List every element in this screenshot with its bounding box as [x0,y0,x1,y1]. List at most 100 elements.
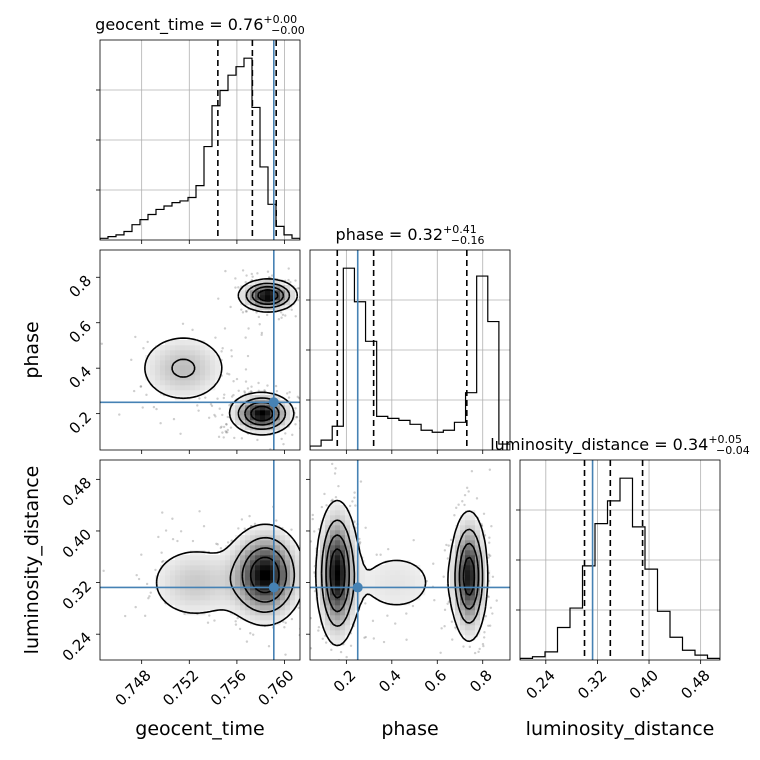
density-cell [255,545,261,551]
density-cell [460,565,466,571]
density-cell [330,510,336,516]
sample-point [267,645,271,648]
sample-point [353,491,356,494]
density-cell [265,300,271,306]
density-cell [335,500,341,506]
density-cell [245,610,251,616]
density-cell [370,580,376,586]
density-cell [200,560,206,566]
sample-point [490,525,493,528]
density-cell [190,345,196,351]
sample-point [237,527,240,530]
density-cell [245,410,251,416]
density-cell [170,360,176,366]
sample-point [215,542,218,545]
sample-point [260,333,263,337]
density-cell [275,560,281,566]
sample-point [221,347,224,350]
sample-point [226,428,230,432]
sample-point [482,512,486,515]
density-cell [210,570,216,576]
density-cell [195,375,201,381]
density-cell [175,605,181,611]
density-cell [260,540,266,546]
density-cell [195,580,201,586]
scatter-panel-geocent_time-phase [92,249,302,454]
density-cell [220,600,226,606]
density-cell [185,375,191,381]
density-cell [165,355,171,361]
density-cell [280,535,286,541]
density-cell [465,570,471,576]
density-cell [210,575,216,581]
sample-point [233,436,236,440]
density-cell [175,360,181,366]
sample-point [135,573,138,577]
density-cell [325,565,331,571]
density-cell [330,575,336,581]
density-cell [215,360,221,366]
density-cell [340,625,346,631]
density-cell [335,550,341,556]
density-cell [265,410,271,416]
sample-point [244,336,247,339]
sample-point [454,626,457,629]
density-cell [185,560,191,566]
x-tick-label-phase: 0.4 [375,666,405,696]
density-cell [280,615,286,621]
density-cell [470,630,476,636]
density-cell [225,570,231,576]
density-cell [340,510,346,516]
density-cell [225,555,231,561]
density-cell [285,410,291,416]
density-cell [200,570,206,576]
density-cell [345,570,351,576]
density-cell [380,595,386,601]
density-cell [345,605,351,611]
density-cell [360,595,366,601]
density-cell [350,530,356,536]
density-cell [290,540,296,546]
density-cell [480,555,486,561]
density-cell [155,580,161,586]
density-cell [180,595,186,601]
density-cell [170,350,176,356]
density-cell [235,570,241,576]
density-cell [460,580,466,586]
density-cell [265,615,271,621]
density-cell [360,570,366,576]
sample-point [488,468,492,471]
sample-point [218,407,221,410]
density-cell [320,570,326,576]
y-tick-label-phase: 0.8 [65,272,95,302]
sample-point [313,530,316,533]
density-cell [470,625,476,631]
sample-point [280,316,283,319]
density-cell [475,525,481,531]
sample-point [275,389,279,393]
density-cell [255,610,261,616]
density-cell [155,350,161,356]
density-cell [185,580,191,586]
density-cell [280,570,286,576]
hist-step [310,267,510,450]
density-cell [180,345,186,351]
density-cell [335,510,341,516]
density-cell [285,580,291,586]
density-cell [340,550,346,556]
density-cell [215,595,221,601]
sample-point [300,408,302,410]
density-cell [275,555,281,561]
sample-point [294,279,297,282]
sample-point [323,492,326,496]
density-cell [205,605,211,611]
sample-point [92,394,94,396]
density-cell [260,530,266,536]
sample-point [244,380,248,383]
density-cell [240,555,246,561]
sample-point [304,634,306,636]
density-cell [265,525,271,531]
title-phase: phase = 0.32+0.41 −0.16 [336,223,485,247]
sample-point [183,612,186,616]
